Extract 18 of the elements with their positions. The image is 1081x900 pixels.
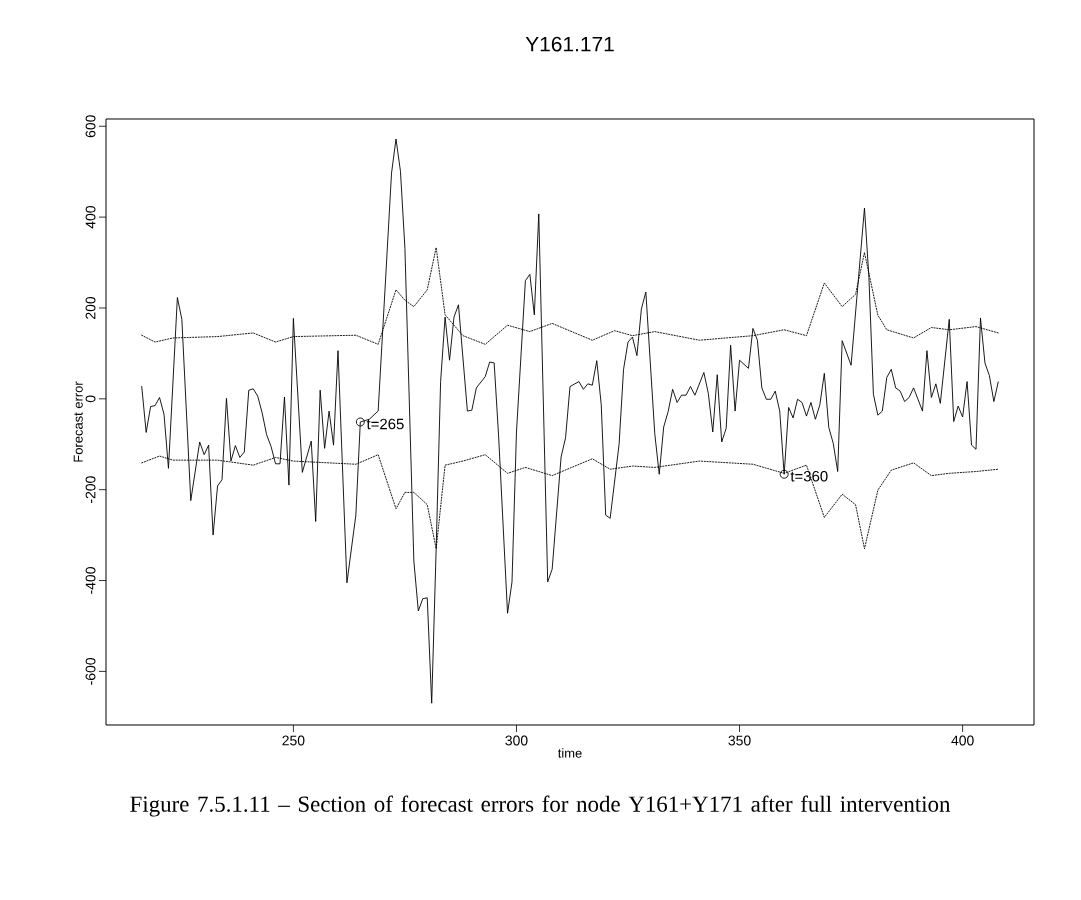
x-tick-label: 250 (282, 735, 305, 746)
caption: Figure 7.5.1.11 – Section of forecast errors for node Y161+Y171 after full intervention (130, 795, 951, 817)
line-series (141, 138, 999, 704)
y-tick-label: 600 (85, 115, 96, 138)
y-tick-label: 0 (85, 395, 96, 403)
y-tick-label: -200 (85, 476, 96, 504)
y-axis-title: Forecast error (73, 381, 83, 462)
y-tick-label: 400 (85, 206, 96, 229)
x-tick-label: 300 (505, 735, 528, 746)
y-tick-label: 200 (85, 296, 96, 319)
y-tick-label: -600 (85, 657, 96, 685)
annotation: t=265 (366, 418, 404, 430)
x-axis-title: time (557, 748, 582, 758)
y-tick-label: -400 (85, 567, 96, 594)
annotation: t=360 (790, 470, 828, 482)
x-tick-label: 350 (728, 735, 751, 746)
x-tick-label: 400 (951, 735, 974, 746)
chart-title: Y161.171 (525, 36, 614, 52)
